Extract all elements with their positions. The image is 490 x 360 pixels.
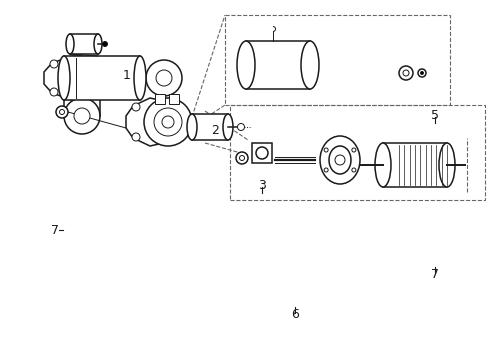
Circle shape (240, 156, 245, 161)
Ellipse shape (134, 56, 146, 100)
Ellipse shape (237, 41, 255, 89)
Bar (70, 34, 98, 54)
Ellipse shape (375, 143, 391, 187)
Text: 2: 2 (211, 123, 219, 136)
Ellipse shape (329, 146, 351, 174)
Ellipse shape (320, 136, 360, 184)
Circle shape (74, 108, 90, 124)
Circle shape (324, 148, 328, 152)
Ellipse shape (439, 143, 455, 187)
Bar (383, 143, 447, 187)
Bar (192, 114, 228, 140)
Circle shape (156, 70, 172, 86)
Circle shape (132, 103, 140, 111)
Circle shape (324, 168, 328, 172)
Ellipse shape (187, 114, 197, 140)
Ellipse shape (66, 34, 74, 54)
Circle shape (162, 116, 174, 128)
Bar (246, 41, 310, 89)
Text: 4: 4 (326, 149, 334, 162)
Bar (169, 94, 179, 104)
Ellipse shape (58, 56, 70, 100)
Circle shape (256, 147, 268, 159)
Circle shape (146, 60, 182, 96)
Bar (64, 56, 140, 100)
Circle shape (50, 88, 58, 96)
Text: 6: 6 (291, 309, 299, 321)
Ellipse shape (94, 34, 102, 54)
Polygon shape (44, 56, 82, 100)
Bar (252, 143, 272, 163)
Circle shape (64, 98, 100, 134)
Circle shape (403, 70, 409, 76)
Text: 5: 5 (431, 108, 439, 122)
Text: 7: 7 (51, 224, 59, 237)
Circle shape (102, 41, 107, 46)
Text: 7: 7 (431, 269, 439, 282)
Bar (230, 105, 485, 200)
Circle shape (50, 60, 58, 68)
Text: 1: 1 (123, 68, 131, 81)
Ellipse shape (301, 41, 319, 89)
Circle shape (420, 72, 423, 75)
Circle shape (59, 109, 65, 114)
Circle shape (56, 106, 68, 118)
Bar (225, 15, 450, 105)
Circle shape (132, 133, 140, 141)
Text: 3: 3 (258, 179, 266, 192)
Ellipse shape (223, 114, 233, 140)
Circle shape (236, 152, 248, 164)
Circle shape (399, 66, 413, 80)
Circle shape (352, 148, 356, 152)
Polygon shape (126, 98, 168, 146)
Circle shape (154, 108, 182, 136)
Circle shape (238, 123, 245, 131)
Circle shape (335, 155, 345, 165)
Circle shape (352, 168, 356, 172)
Bar (155, 94, 165, 104)
Circle shape (144, 98, 192, 146)
Circle shape (418, 69, 426, 77)
